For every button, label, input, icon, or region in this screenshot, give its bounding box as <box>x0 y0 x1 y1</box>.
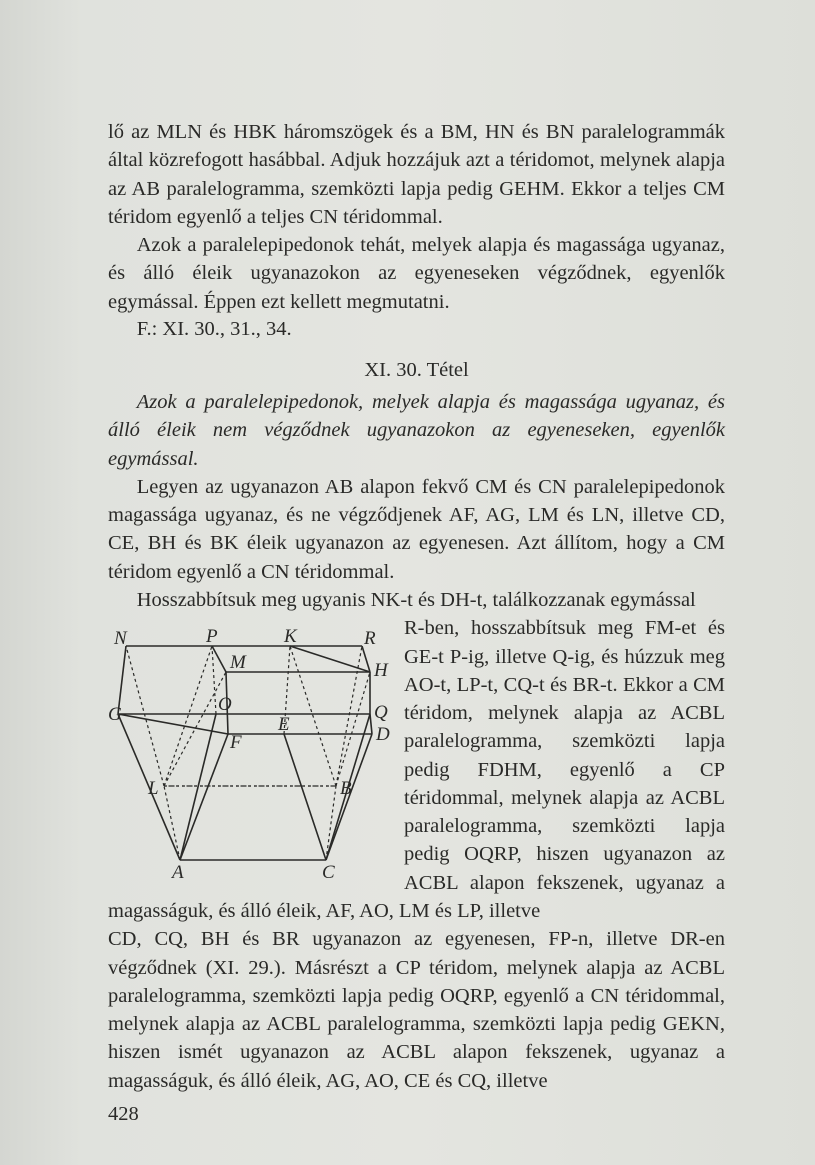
label-K: K <box>283 626 298 647</box>
paragraph-1: lő az MLN és HBK háromszögek és a BM, HN… <box>108 118 725 231</box>
label-H: H <box>373 660 389 681</box>
label-R: R <box>363 628 376 649</box>
page: lő az MLN és HBK háromszögek és a BM, HN… <box>0 0 815 1165</box>
label-E: E <box>277 714 290 735</box>
geometry-figure: N P K R M H G O Q F E D L B A C <box>108 622 390 884</box>
solid-edges <box>118 646 372 860</box>
paragraph-5-lead: Hosszabbítsuk meg ugyanis NK-t és DH-t, … <box>108 586 725 614</box>
paragraph-2: Azok a paralelepipedonok tehát, melyek a… <box>108 231 725 316</box>
label-L: L <box>147 778 159 799</box>
label-F: F <box>229 732 242 753</box>
label-O: O <box>218 694 232 715</box>
label-N: N <box>113 628 128 649</box>
label-A: A <box>170 862 184 883</box>
label-G: G <box>108 704 122 725</box>
theorem-statement: Azok a paralelepipedonok, melyek alapja … <box>108 388 725 473</box>
page-number: 428 <box>108 1103 725 1126</box>
parallelepiped-diagram: N P K R M H G O Q F E D L B A C <box>108 622 390 884</box>
label-D: D <box>375 724 390 745</box>
label-P: P <box>205 626 218 647</box>
label-Q: Q <box>374 702 388 723</box>
figure-text-wrap: N P K R M H G O Q F E D L B A C <box>108 614 725 925</box>
paragraph-4: Legyen az ugyanazon AB alapon fekvő CM é… <box>108 473 725 586</box>
label-C: C <box>322 862 335 883</box>
reference-line: F.: XI. 30., 31., 34. <box>108 318 725 341</box>
label-B: B <box>340 778 352 799</box>
label-M: M <box>229 652 247 673</box>
dashed-edges <box>126 646 370 860</box>
theorem-title: XI. 30. Tétel <box>108 359 725 382</box>
paragraph-5-tail: CD, CQ, BH és BR ugyanazon az egyenesen,… <box>108 925 725 1095</box>
